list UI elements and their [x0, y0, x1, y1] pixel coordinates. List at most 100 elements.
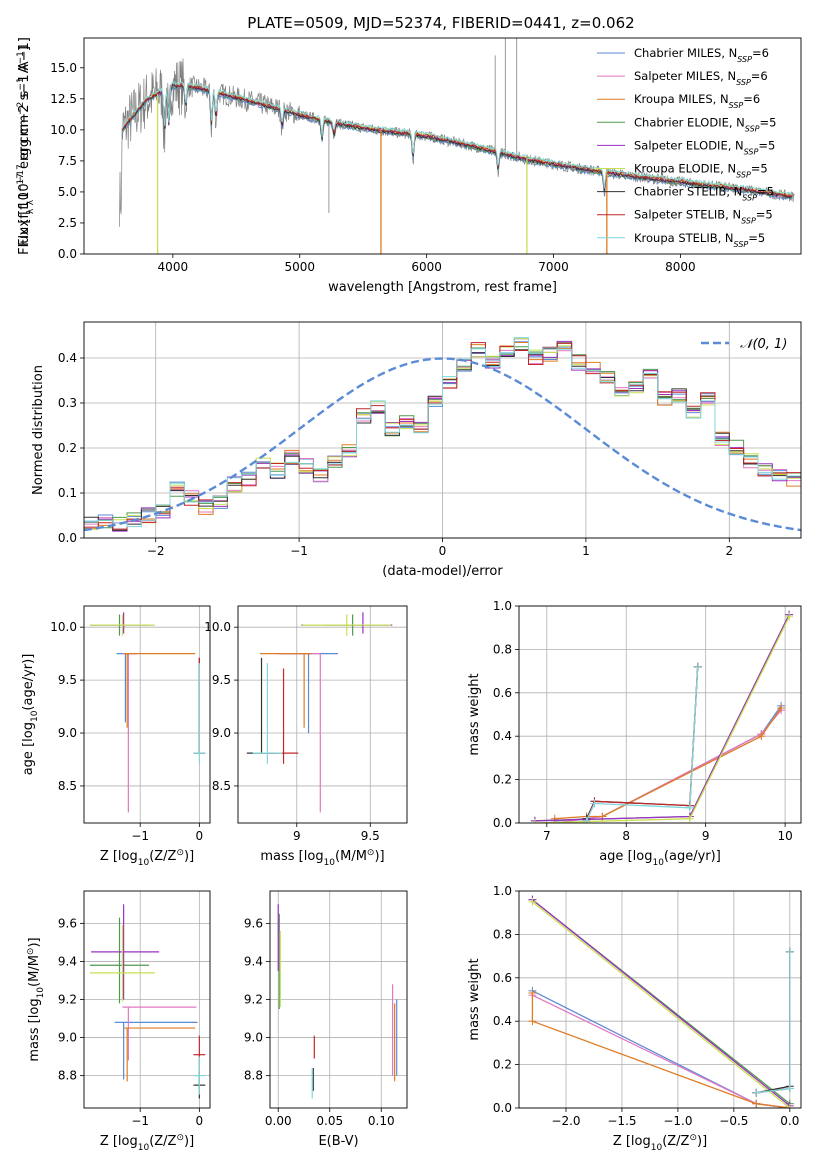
legend-label: Chabrier MILES, NSSP=6 — [634, 46, 769, 64]
panel-mass_vs_Z: −1 08.89.09.29.49.6Z [log10(Z/Z⊙)]mass [l… — [26, 890, 211, 1153]
y-axis-label: mass weight — [467, 958, 482, 1040]
x-tick-label: 10 — [777, 829, 792, 843]
plot-area — [89, 612, 206, 813]
y-axis-label-part: )] — [27, 937, 42, 947]
x-tick-label: 0.00 — [265, 1114, 292, 1128]
y-axis-label-part: s — [17, 93, 32, 104]
y-tick-label: 10.0 — [50, 620, 77, 634]
y-axis-label-part: s — [17, 90, 32, 101]
y-tick-label: 0.0 — [58, 531, 77, 545]
panel-mass_vs_EBV: 0.00 0.05 0.10 8.8 9.0 9.2 9.4 9.6 E(B-V) — [244, 890, 408, 1149]
series-line — [554, 709, 782, 823]
legend-label-part: Salpeter STELIB, N — [634, 208, 741, 222]
legend-label-part: SSP — [741, 216, 756, 225]
x-axis-label: age [log10(age/yr)] — [599, 849, 721, 868]
histogram-step — [84, 349, 801, 525]
legend-label: Salpeter MILES, NSSP=6 — [634, 69, 768, 87]
axes-frame — [518, 890, 802, 1109]
x-axis-label-part: 10 — [138, 858, 150, 868]
x-tick-label: 9 — [293, 829, 301, 843]
x-axis-label: Z [log10(Z/Z⊙)] — [613, 1133, 707, 1153]
x-axis-label-part: )] — [184, 849, 194, 864]
y-tick-label: 0.2 — [493, 773, 512, 787]
y-tick-label: 0.1 — [58, 486, 77, 500]
y-tick-label: 8.8 — [244, 1069, 263, 1083]
x-axis-label-part: Z [log — [100, 1134, 138, 1149]
x-tick-label: −2 — [147, 544, 165, 558]
y-tick-label: 9.0 — [212, 726, 231, 740]
legend-label-part: Kroupa MILES, N — [634, 92, 729, 106]
y-axis-label-part: 10 — [17, 183, 32, 200]
legend-label-part: SSP — [742, 193, 757, 202]
y-tick-label: 7.5 — [58, 154, 77, 168]
y-tick-label: 9.5 — [212, 673, 231, 687]
legend-label-part: =5 — [757, 185, 774, 199]
y-axis-label-part: −17 — [16, 173, 26, 192]
y-axis-label-part: ] — [17, 37, 32, 42]
y-axis-label-part: A — [17, 61, 32, 74]
x-axis-label-part: 10 — [138, 1143, 150, 1153]
y-axis-label-part: 10 — [30, 710, 40, 722]
x-tick-label: −1.0 — [663, 1114, 692, 1128]
x-tick-label: 6000 — [411, 260, 442, 274]
axes-frame — [237, 605, 408, 824]
x-tick-label: −1 — [131, 829, 149, 843]
series-line — [554, 705, 782, 822]
x-tick-label: −1.5 — [607, 1114, 636, 1128]
x-tick-label: 8000 — [665, 260, 696, 274]
y-tick-label: 0.4 — [493, 729, 512, 743]
x-axis-label: Z [log10(Z/Z⊙)] — [100, 1133, 194, 1153]
y-tick-label: 9.0 — [244, 1031, 263, 1045]
legend-label: Kroupa ELODIE, NSSP=5 — [634, 162, 768, 180]
axes: 9 9.5 8.5 9.0 9.5 10.0 mass [log10(M/M⊙)] — [204, 605, 408, 868]
series-line — [534, 614, 790, 822]
y-tick-label: 10.0 — [50, 123, 77, 137]
y-axis-label: Normed distribution — [31, 365, 46, 495]
x-tick-label: 2 — [725, 544, 733, 558]
legend-label-part: SSP — [745, 124, 760, 133]
histogram-step — [84, 341, 801, 530]
y-axis-label-part: ] — [17, 46, 32, 51]
axes: −1 08.89.09.29.49.6Z [log10(Z/Z⊙)]mass [l… — [26, 890, 211, 1153]
legend-label-part: =6 — [751, 69, 768, 83]
y-axis-label: age [log10(age/yr)] — [21, 654, 40, 776]
x-tick-label: 0 — [439, 544, 447, 558]
axes: −2.0 −1.5 −1.0 −0.5 0.0 0.0 0.2 0.4 0.6 0.8 1.0 Z [… — [467, 884, 802, 1153]
legend-label-part: =5 — [756, 208, 773, 222]
y-axis-label-part: ⊙ — [26, 948, 36, 956]
panel-spectrum: 4000 5000 6000 7000 8000 0.0 2.5 5.0 7.5 10.0 12.5… — [16, 37, 802, 295]
x-axis-label-part: ⊙ — [176, 848, 184, 858]
model-spectrum-line — [121, 84, 793, 199]
plot-area — [530, 610, 794, 823]
x-axis-label-part: 10 — [324, 858, 336, 868]
x-axis-label-part: ⊙ — [176, 1133, 184, 1143]
legend-label-part: =5 — [758, 138, 775, 152]
x-axis-label-part: (M/M — [335, 849, 367, 864]
y-tick-label: 0.4 — [58, 351, 77, 365]
y-tick-label: 9.6 — [58, 916, 77, 930]
y-tick-label: 9.4 — [58, 954, 77, 968]
legend-label-part: SSP — [737, 55, 752, 64]
x-tick-label: 0 — [196, 1114, 204, 1128]
series-line — [756, 951, 791, 1094]
y-tick-label: 0.2 — [493, 1058, 512, 1072]
x-axis-label: (data-model)/error — [382, 564, 503, 579]
x-axis-label: E(B-V) — [318, 1134, 358, 1149]
y-tick-label: 0.0 — [58, 247, 77, 261]
legend-label-part: Chabrier STELIB, N — [634, 185, 742, 199]
axes: 0.00 0.05 0.10 8.8 9.0 9.2 9.4 9.6 E(B-V) — [244, 890, 408, 1149]
y-axis-label: mass weight — [467, 673, 482, 755]
y-axis-label-part: λ — [26, 208, 36, 214]
histogram-step — [84, 342, 801, 532]
legend-label-part: =5 — [760, 115, 777, 129]
legend-label-part: SSP — [729, 101, 744, 110]
y-tick-label: 9.6 — [244, 916, 263, 930]
y-axis-label-part: erg cm — [17, 124, 32, 173]
x-axis-label-part: mass [log — [260, 849, 323, 864]
x-axis-label-part: age [log — [599, 849, 652, 864]
histogram-step — [84, 342, 801, 531]
y-tick-label: 0.4 — [493, 1014, 512, 1028]
y-tick-label: 9.0 — [58, 1031, 77, 1045]
legend-label: Kroupa MILES, NSSP=6 — [634, 92, 760, 110]
